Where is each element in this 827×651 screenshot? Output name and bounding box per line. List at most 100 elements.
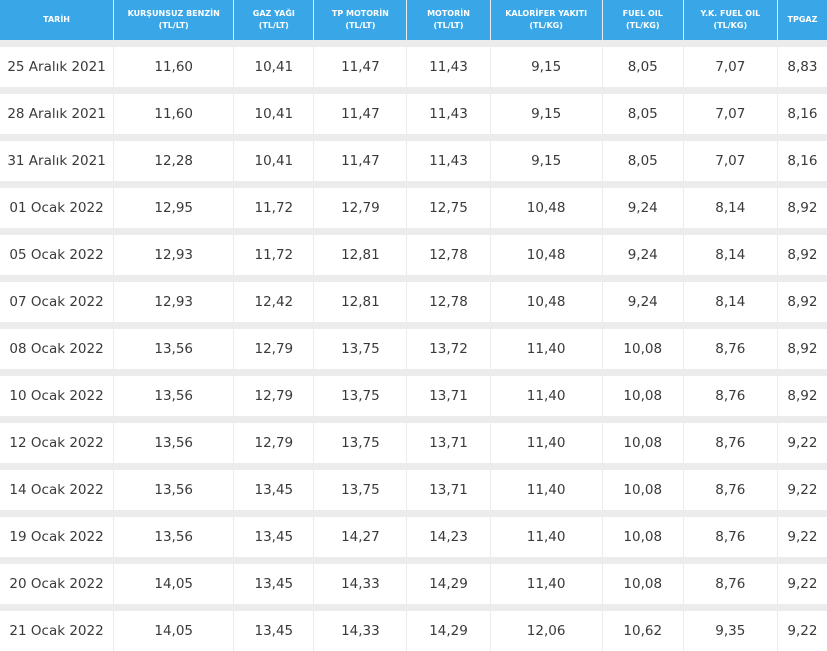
price-cell: 10,08 (602, 369, 683, 416)
table-body: 25 Aralık 2021 11,60 10,41 11,47 11,43 9,15 8,… (0, 40, 827, 651)
table-row: 07 Ocak 2022 12,93 12,42 12,81 12,78 10,48 9,2… (0, 275, 827, 322)
price-cell: 10,08 (602, 557, 683, 604)
table-row: 12 Ocak 2022 13,56 12,79 13,75 13,71 11,40 10,… (0, 416, 827, 463)
table-row: 28 Aralık 2021 11,60 10,41 11,47 11,43 9,15 8,… (0, 87, 827, 134)
price-cell: 11,43 (407, 87, 490, 134)
price-cell: 8,92 (777, 275, 827, 322)
table-row: 21 Ocak 2022 14,05 13,45 14,33 14,29 12,06 10,… (0, 604, 827, 651)
price-cell: 8,92 (777, 228, 827, 275)
price-cell: 12,78 (407, 275, 490, 322)
price-cell: 9,35 (683, 604, 777, 651)
price-cell: 10,62 (602, 604, 683, 651)
price-cell: 13,45 (234, 510, 314, 557)
price-cell: 14,33 (314, 604, 407, 651)
price-cell: 13,71 (407, 369, 490, 416)
price-cell: 9,22 (777, 463, 827, 510)
table-row: 14 Ocak 2022 13,56 13,45 13,75 13,71 11,40 10,… (0, 463, 827, 510)
date-cell: 25 Aralık 2021 (0, 40, 114, 87)
column-header: TPGAZ (777, 0, 827, 40)
column-header: MOTORİN (TL/LT) (407, 0, 490, 40)
price-cell: 9,24 (602, 275, 683, 322)
price-cell: 12,79 (234, 416, 314, 463)
price-cell: 7,07 (683, 134, 777, 181)
price-cell: 10,41 (234, 134, 314, 181)
price-cell: 13,75 (314, 416, 407, 463)
price-cell: 13,75 (314, 463, 407, 510)
price-cell: 8,05 (602, 40, 683, 87)
price-cell: 8,14 (683, 228, 777, 275)
table-row: 19 Ocak 2022 13,56 13,45 14,27 14,23 11,40 10,… (0, 510, 827, 557)
price-cell: 10,08 (602, 510, 683, 557)
price-cell: 12,78 (407, 228, 490, 275)
price-cell: 12,81 (314, 228, 407, 275)
price-cell: 14,05 (114, 557, 234, 604)
price-cell: 11,47 (314, 87, 407, 134)
price-cell: 14,33 (314, 557, 407, 604)
price-cell: 9,24 (602, 181, 683, 228)
price-cell: 13,75 (314, 322, 407, 369)
column-header: KURŞUNSUZ BENZİN (TL/LT) (114, 0, 234, 40)
price-cell: 12,79 (234, 369, 314, 416)
price-cell: 9,22 (777, 416, 827, 463)
price-cell: 10,48 (490, 228, 602, 275)
price-cell: 10,41 (234, 87, 314, 134)
price-cell: 12,79 (314, 181, 407, 228)
date-cell: 31 Aralık 2021 (0, 134, 114, 181)
price-cell: 12,81 (314, 275, 407, 322)
table-row: 10 Ocak 2022 13,56 12,79 13,75 13,71 11,40 10,… (0, 369, 827, 416)
price-cell: 13,45 (234, 463, 314, 510)
date-cell: 01 Ocak 2022 (0, 181, 114, 228)
price-cell: 10,48 (490, 181, 602, 228)
price-cell: 8,05 (602, 87, 683, 134)
price-cell: 13,72 (407, 322, 490, 369)
table-row: 05 Ocak 2022 12,93 11,72 12,81 12,78 10,48 9,2… (0, 228, 827, 275)
price-cell: 12,79 (234, 322, 314, 369)
price-cell: 10,08 (602, 416, 683, 463)
price-cell: 11,72 (234, 228, 314, 275)
price-cell: 11,43 (407, 40, 490, 87)
date-cell: 28 Aralık 2021 (0, 87, 114, 134)
price-cell: 11,60 (114, 87, 234, 134)
date-cell: 08 Ocak 2022 (0, 322, 114, 369)
price-cell: 13,71 (407, 416, 490, 463)
price-cell: 13,45 (234, 604, 314, 651)
price-cell: 8,76 (683, 369, 777, 416)
price-cell: 8,92 (777, 181, 827, 228)
price-cell: 14,29 (407, 557, 490, 604)
price-cell: 12,95 (114, 181, 234, 228)
price-cell: 8,14 (683, 275, 777, 322)
price-cell: 13,56 (114, 369, 234, 416)
price-cell: 11,43 (407, 134, 490, 181)
price-cell: 8,76 (683, 510, 777, 557)
price-cell: 9,15 (490, 134, 602, 181)
price-cell: 8,76 (683, 322, 777, 369)
price-cell: 13,56 (114, 463, 234, 510)
price-cell: 8,05 (602, 134, 683, 181)
price-cell: 8,16 (777, 87, 827, 134)
table-row: 31 Aralık 2021 12,28 10,41 11,47 11,43 9,15 8,… (0, 134, 827, 181)
table-row: 25 Aralık 2021 11,60 10,41 11,47 11,43 9,15 8,… (0, 40, 827, 87)
date-cell: 05 Ocak 2022 (0, 228, 114, 275)
column-header: FUEL OIL (TL/KG) (602, 0, 683, 40)
price-cell: 14,29 (407, 604, 490, 651)
header-row: TARİH KURŞUNSUZ BENZİN (TL/LT) GAZ YAĞI (T… (0, 0, 827, 40)
price-cell: 9,22 (777, 510, 827, 557)
price-cell: 8,92 (777, 322, 827, 369)
table-row: 20 Ocak 2022 14,05 13,45 14,33 14,29 11,40 10,… (0, 557, 827, 604)
price-cell: 8,14 (683, 181, 777, 228)
price-cell: 14,27 (314, 510, 407, 557)
column-header: Y.K. FUEL OIL (TL/KG) (683, 0, 777, 40)
date-cell: 19 Ocak 2022 (0, 510, 114, 557)
price-cell: 13,45 (234, 557, 314, 604)
price-cell: 11,40 (490, 322, 602, 369)
table-row: 01 Ocak 2022 12,95 11,72 12,79 12,75 10,48 9,2… (0, 181, 827, 228)
column-header: TP MOTORİN (TL/LT) (314, 0, 407, 40)
price-cell: 13,71 (407, 463, 490, 510)
price-cell: 11,40 (490, 463, 602, 510)
date-cell: 07 Ocak 2022 (0, 275, 114, 322)
column-header: GAZ YAĞI (TL/LT) (234, 0, 314, 40)
price-cell: 11,40 (490, 416, 602, 463)
table-row: 08 Ocak 2022 13,56 12,79 13,75 13,72 11,40 10,… (0, 322, 827, 369)
price-cell: 8,92 (777, 369, 827, 416)
